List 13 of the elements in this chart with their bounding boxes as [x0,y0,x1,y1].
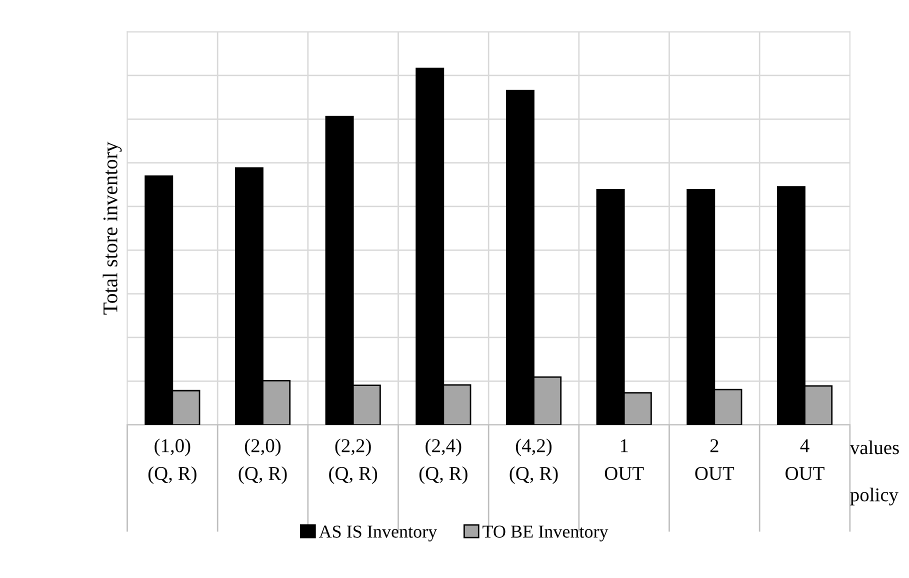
text: policy [850,488,898,506]
x-tick-label: (2,2) (Q, R) [329,438,378,484]
x-tick-label: 2 OUT [695,439,734,480]
x-tick-label: (1,0) (Q, R) [148,438,196,484]
legend-label: TO BE Inventory [482,526,608,542]
x-tick-label: (4,2) (Q, R) [510,438,558,484]
x-tick-label: 1 OUT [604,439,644,480]
legend-label: AS IS Inventory [318,526,438,542]
x-tick-label: (2,0) (Q, R) [238,438,287,484]
y-axis-title: Total store inventory [102,142,122,315]
x-tick-label: (2,4) (Q, R) [419,438,468,484]
text: values [850,440,899,454]
x-tick-label: 4 OUT [786,439,824,480]
